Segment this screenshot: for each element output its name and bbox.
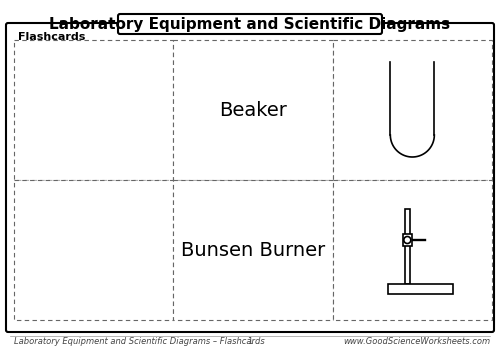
Text: Laboratory Equipment and Scientific Diagrams: Laboratory Equipment and Scientific Diag…	[50, 17, 450, 32]
Bar	[122, 24, 378, 27]
Bar	[14, 40, 173, 180]
Text: Beaker: Beaker	[219, 101, 287, 120]
Text: 1: 1	[248, 337, 252, 346]
Text: www.GoodScienceWorksheets.com: www.GoodScienceWorksheets.com	[343, 337, 490, 346]
Bar	[174, 180, 332, 320]
Bar	[14, 180, 173, 320]
Text: Laboratory Equipment and Scientific Diagrams – Flashcards: Laboratory Equipment and Scientific Diag…	[14, 337, 265, 346]
Bar	[332, 40, 492, 180]
Bar	[174, 40, 332, 180]
Bar	[332, 180, 492, 320]
Text: Bunsen Burner: Bunsen Burner	[181, 240, 325, 259]
Bar	[388, 284, 453, 294]
Bar	[403, 234, 412, 246]
FancyBboxPatch shape	[118, 14, 382, 34]
Text: Flashcards: Flashcards	[18, 32, 86, 42]
Bar	[405, 209, 410, 284]
FancyBboxPatch shape	[6, 23, 494, 332]
